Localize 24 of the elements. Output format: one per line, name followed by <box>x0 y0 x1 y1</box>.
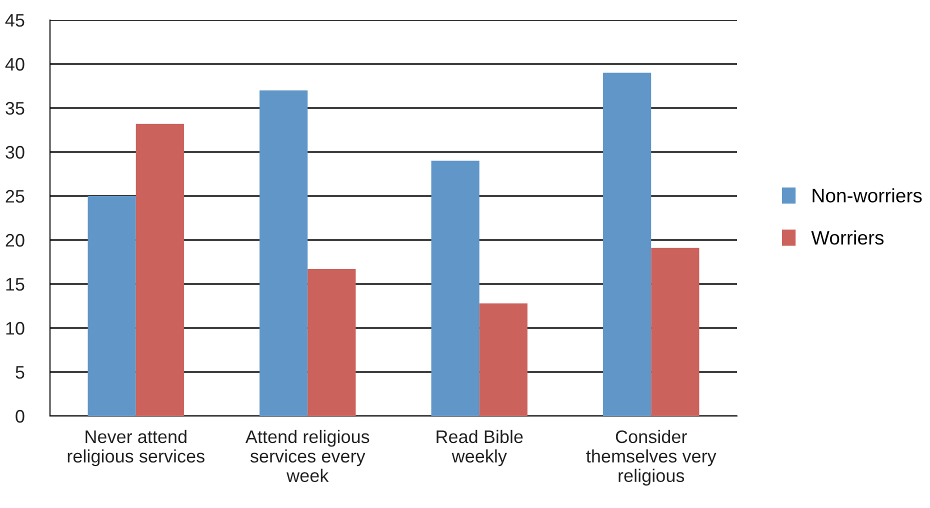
y-tick-label: 5 <box>16 366 24 379</box>
bar <box>603 72 652 416</box>
y-tick-label: 20 <box>6 234 24 247</box>
y-tick-label: 25 <box>6 190 24 203</box>
bar <box>260 90 308 416</box>
x-tick-label: Never attend religious services <box>68 430 204 466</box>
bar <box>308 269 356 416</box>
y-tick-label: 0 <box>16 410 24 423</box>
y-tick-label: 40 <box>5 58 24 71</box>
y-tick-label: 10 <box>6 322 24 335</box>
bar <box>431 160 480 416</box>
bar <box>651 248 700 416</box>
bar <box>88 196 136 416</box>
x-tick-label: Consider themselves very religious <box>586 430 716 486</box>
y-tick-label: 45 <box>5 14 24 27</box>
legend-label: Non-worriers <box>812 188 922 202</box>
x-tick-label: Attend religious services every week <box>245 430 370 482</box>
bar <box>479 303 528 416</box>
y-tick-label: 30 <box>6 146 24 159</box>
legend-label: Worriers <box>811 230 884 245</box>
y-tick-label: 35 <box>6 102 24 115</box>
y-tick-label: 15 <box>6 278 24 291</box>
bar <box>136 124 184 416</box>
x-tick-label: Read Bible weekly <box>436 430 523 466</box>
